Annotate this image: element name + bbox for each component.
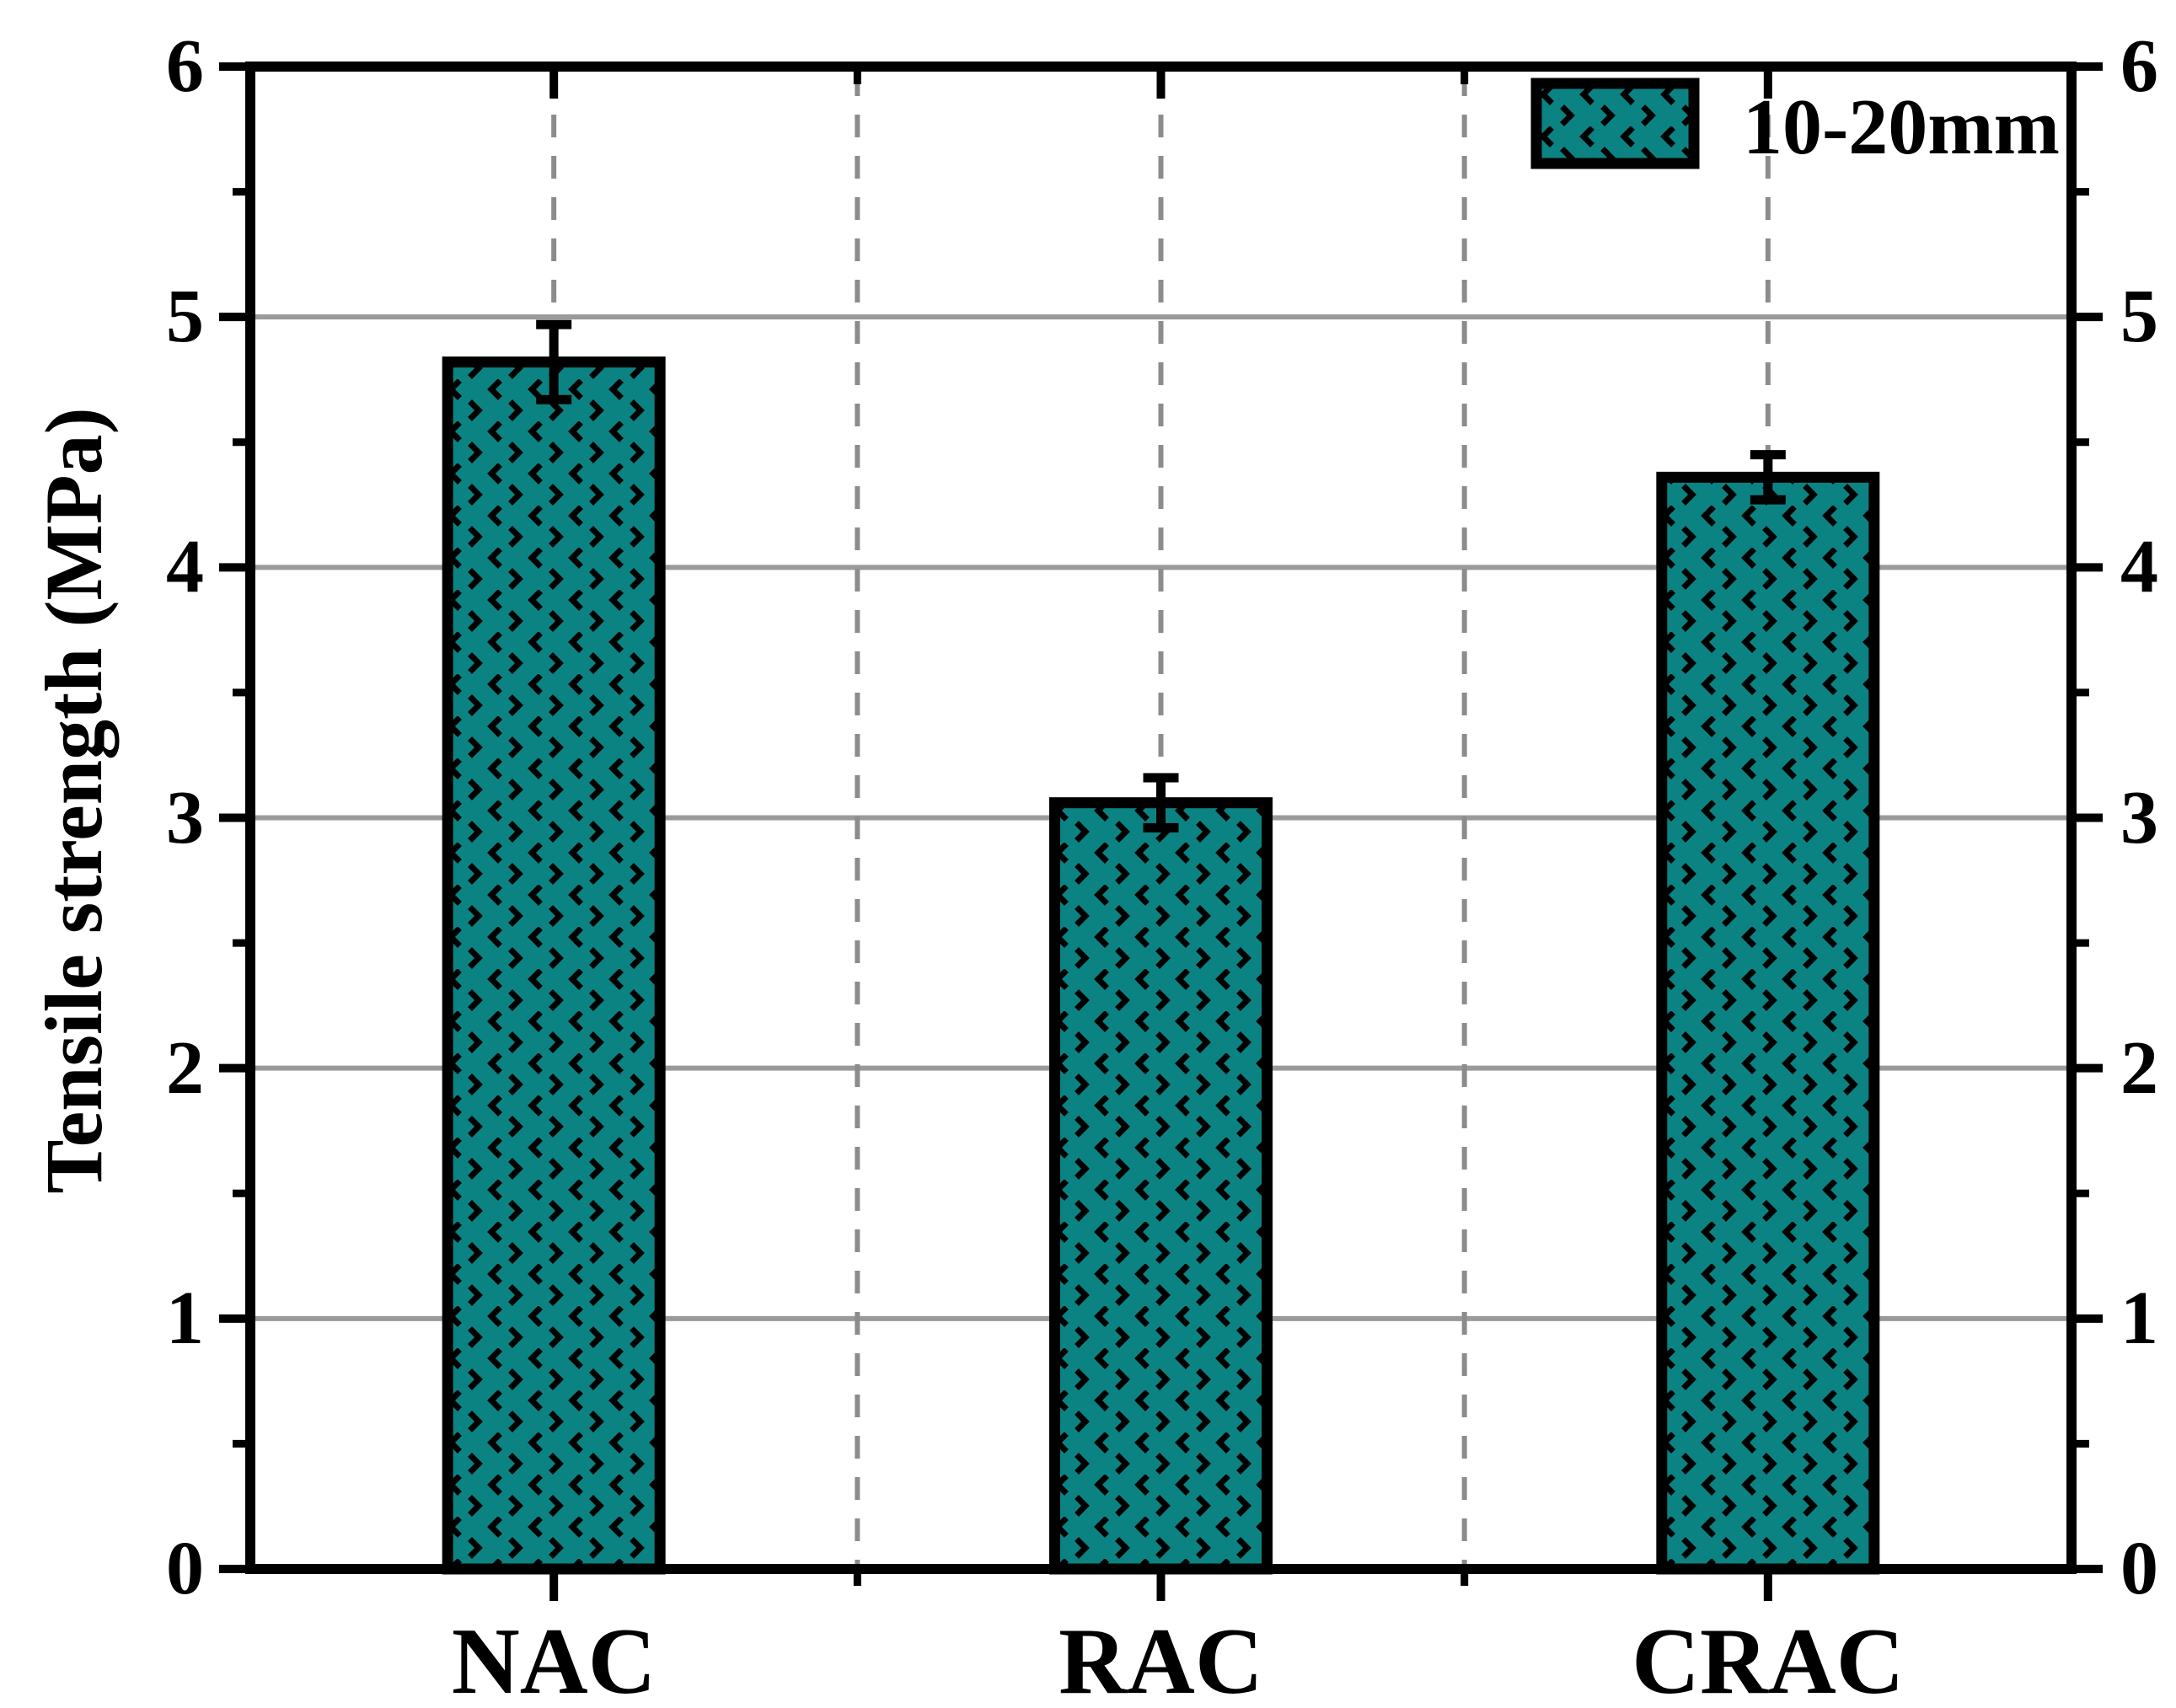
y-tick-label-right-3: 3 <box>2120 775 2158 859</box>
y-tick-label-left-6: 6 <box>166 24 204 108</box>
y-tick-label-right-5: 5 <box>2120 275 2158 359</box>
x-category-label-RAC: RAC <box>1059 1609 1263 1708</box>
y-tick-label-right-0: 0 <box>2120 1527 2158 1610</box>
y-tick-label-left-4: 4 <box>166 525 204 609</box>
bar-NAC <box>448 361 661 1569</box>
y-tick-label-left-2: 2 <box>166 1025 204 1110</box>
bar-RAC <box>1054 802 1268 1569</box>
y-tick-label-right-2: 2 <box>2120 1025 2158 1110</box>
x-category-label-NAC: NAC <box>451 1609 657 1708</box>
y-tick-label-left-3: 3 <box>166 775 204 859</box>
y-tick-label-left-0: 0 <box>166 1527 204 1610</box>
error-bars-layer <box>536 319 1786 833</box>
y-tick-label-right-4: 4 <box>2120 525 2158 609</box>
y-tick-label-right-6: 6 <box>2120 24 2158 108</box>
y-tick-label-left-1: 1 <box>166 1276 204 1360</box>
y-tick-label-right-1: 1 <box>2120 1276 2158 1360</box>
y-axis-title: Tensile strength (MPa) <box>29 407 119 1194</box>
y-tick-label-left-5: 5 <box>166 275 204 359</box>
x-category-label-CRAC: CRAC <box>1632 1609 1905 1708</box>
legend-swatch <box>1530 78 1700 169</box>
legend-label: 10-20mm <box>1743 83 2060 171</box>
bar-CRAC <box>1661 477 1874 1570</box>
ticks-layer <box>219 62 2103 1601</box>
